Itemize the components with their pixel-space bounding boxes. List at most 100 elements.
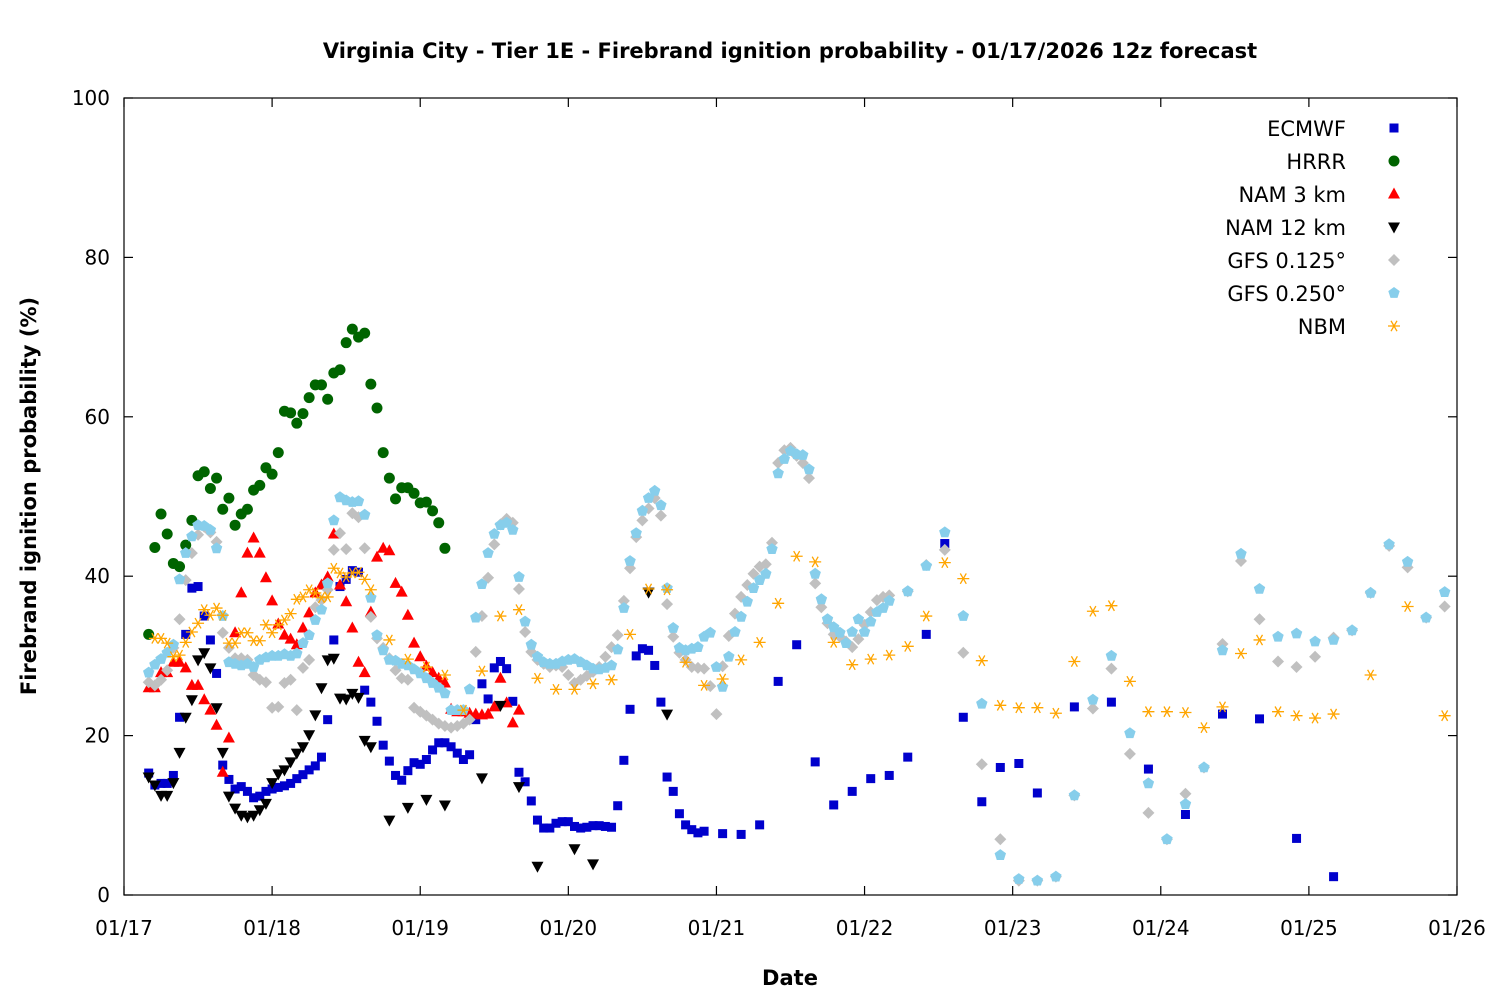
data-point [938,543,951,556]
data-point [315,592,328,604]
data-point [192,655,205,667]
data-point [229,803,242,815]
data-point [613,801,623,811]
data-point [495,656,505,666]
data-point [698,679,711,691]
data-point [359,327,371,339]
data-point [718,829,728,839]
legend-marker-icon [1388,287,1400,298]
data-point [1142,777,1155,789]
data-point [809,577,822,590]
data-point [292,774,302,784]
data-point [568,683,581,695]
data-point [328,514,340,526]
data-point [994,849,1006,860]
data-point [884,770,894,780]
data-point [642,587,655,599]
data-point [772,597,785,609]
data-point [519,625,532,638]
data-point [290,593,303,605]
data-point [1032,788,1042,798]
data-point [482,547,494,558]
data-point [259,619,272,631]
data-point [315,603,328,615]
data-point [1160,706,1173,718]
data-point [551,818,561,828]
data-point [358,666,371,678]
data-point [185,695,198,707]
data-point [204,663,217,675]
data-point [570,821,580,831]
data-point [156,778,166,788]
data-point [278,628,291,640]
data-point [259,798,272,810]
data-point [661,582,673,593]
data-point [840,637,852,648]
data-point [247,810,260,822]
data-point [525,638,537,650]
data-point [372,716,382,726]
data-point [148,780,161,792]
legend-marker-icon [1388,187,1400,199]
data-point [520,777,530,787]
data-point [333,578,346,590]
series-nbm [148,550,1451,734]
data-point [266,468,278,480]
plot-frame [123,97,1458,896]
data-point [512,582,525,595]
data-point [545,823,555,833]
data-point [1069,702,1079,712]
data-point [687,825,697,835]
data-point [230,784,240,794]
data-point [254,479,266,491]
data-point [790,550,803,562]
data-point [161,790,174,802]
data-point [180,547,192,558]
series-gfs-0-125 [142,441,1451,887]
data-point [321,570,334,582]
data-point [1068,655,1081,667]
data-point [383,472,395,484]
data-point [636,504,649,516]
data-point [259,676,272,689]
x-tick-label: 01/21 [688,916,746,940]
data-point [199,611,209,621]
data-point [494,700,507,712]
data-point [668,786,678,796]
data-point [1290,710,1303,722]
data-point [340,543,353,556]
data-point [476,578,488,589]
data-point [346,621,359,633]
data-point [667,630,680,643]
data-point [1272,630,1284,642]
data-point [716,681,729,692]
data-point [266,627,279,639]
data-point [735,654,748,666]
data-point [549,683,562,695]
data-point [1329,872,1339,882]
data-point [865,615,877,627]
data-point [995,762,1005,772]
data-point [506,516,519,529]
data-point [173,655,186,667]
data-point [439,687,451,699]
data-point [975,655,988,667]
data-point [347,566,357,576]
data-point [977,797,987,807]
data-point [650,660,660,670]
data-point [284,673,297,686]
data-point [204,703,217,715]
data-point [655,499,667,511]
data-point [710,708,723,721]
data-point [359,508,371,520]
data-point [358,735,371,747]
data-point [1420,611,1432,623]
data-point [532,815,542,825]
data-point [958,712,968,722]
data-point [409,758,419,768]
data-point [315,683,328,695]
data-point [661,709,674,721]
data-point [531,861,544,873]
data-point [420,661,433,673]
data-point [753,636,766,648]
